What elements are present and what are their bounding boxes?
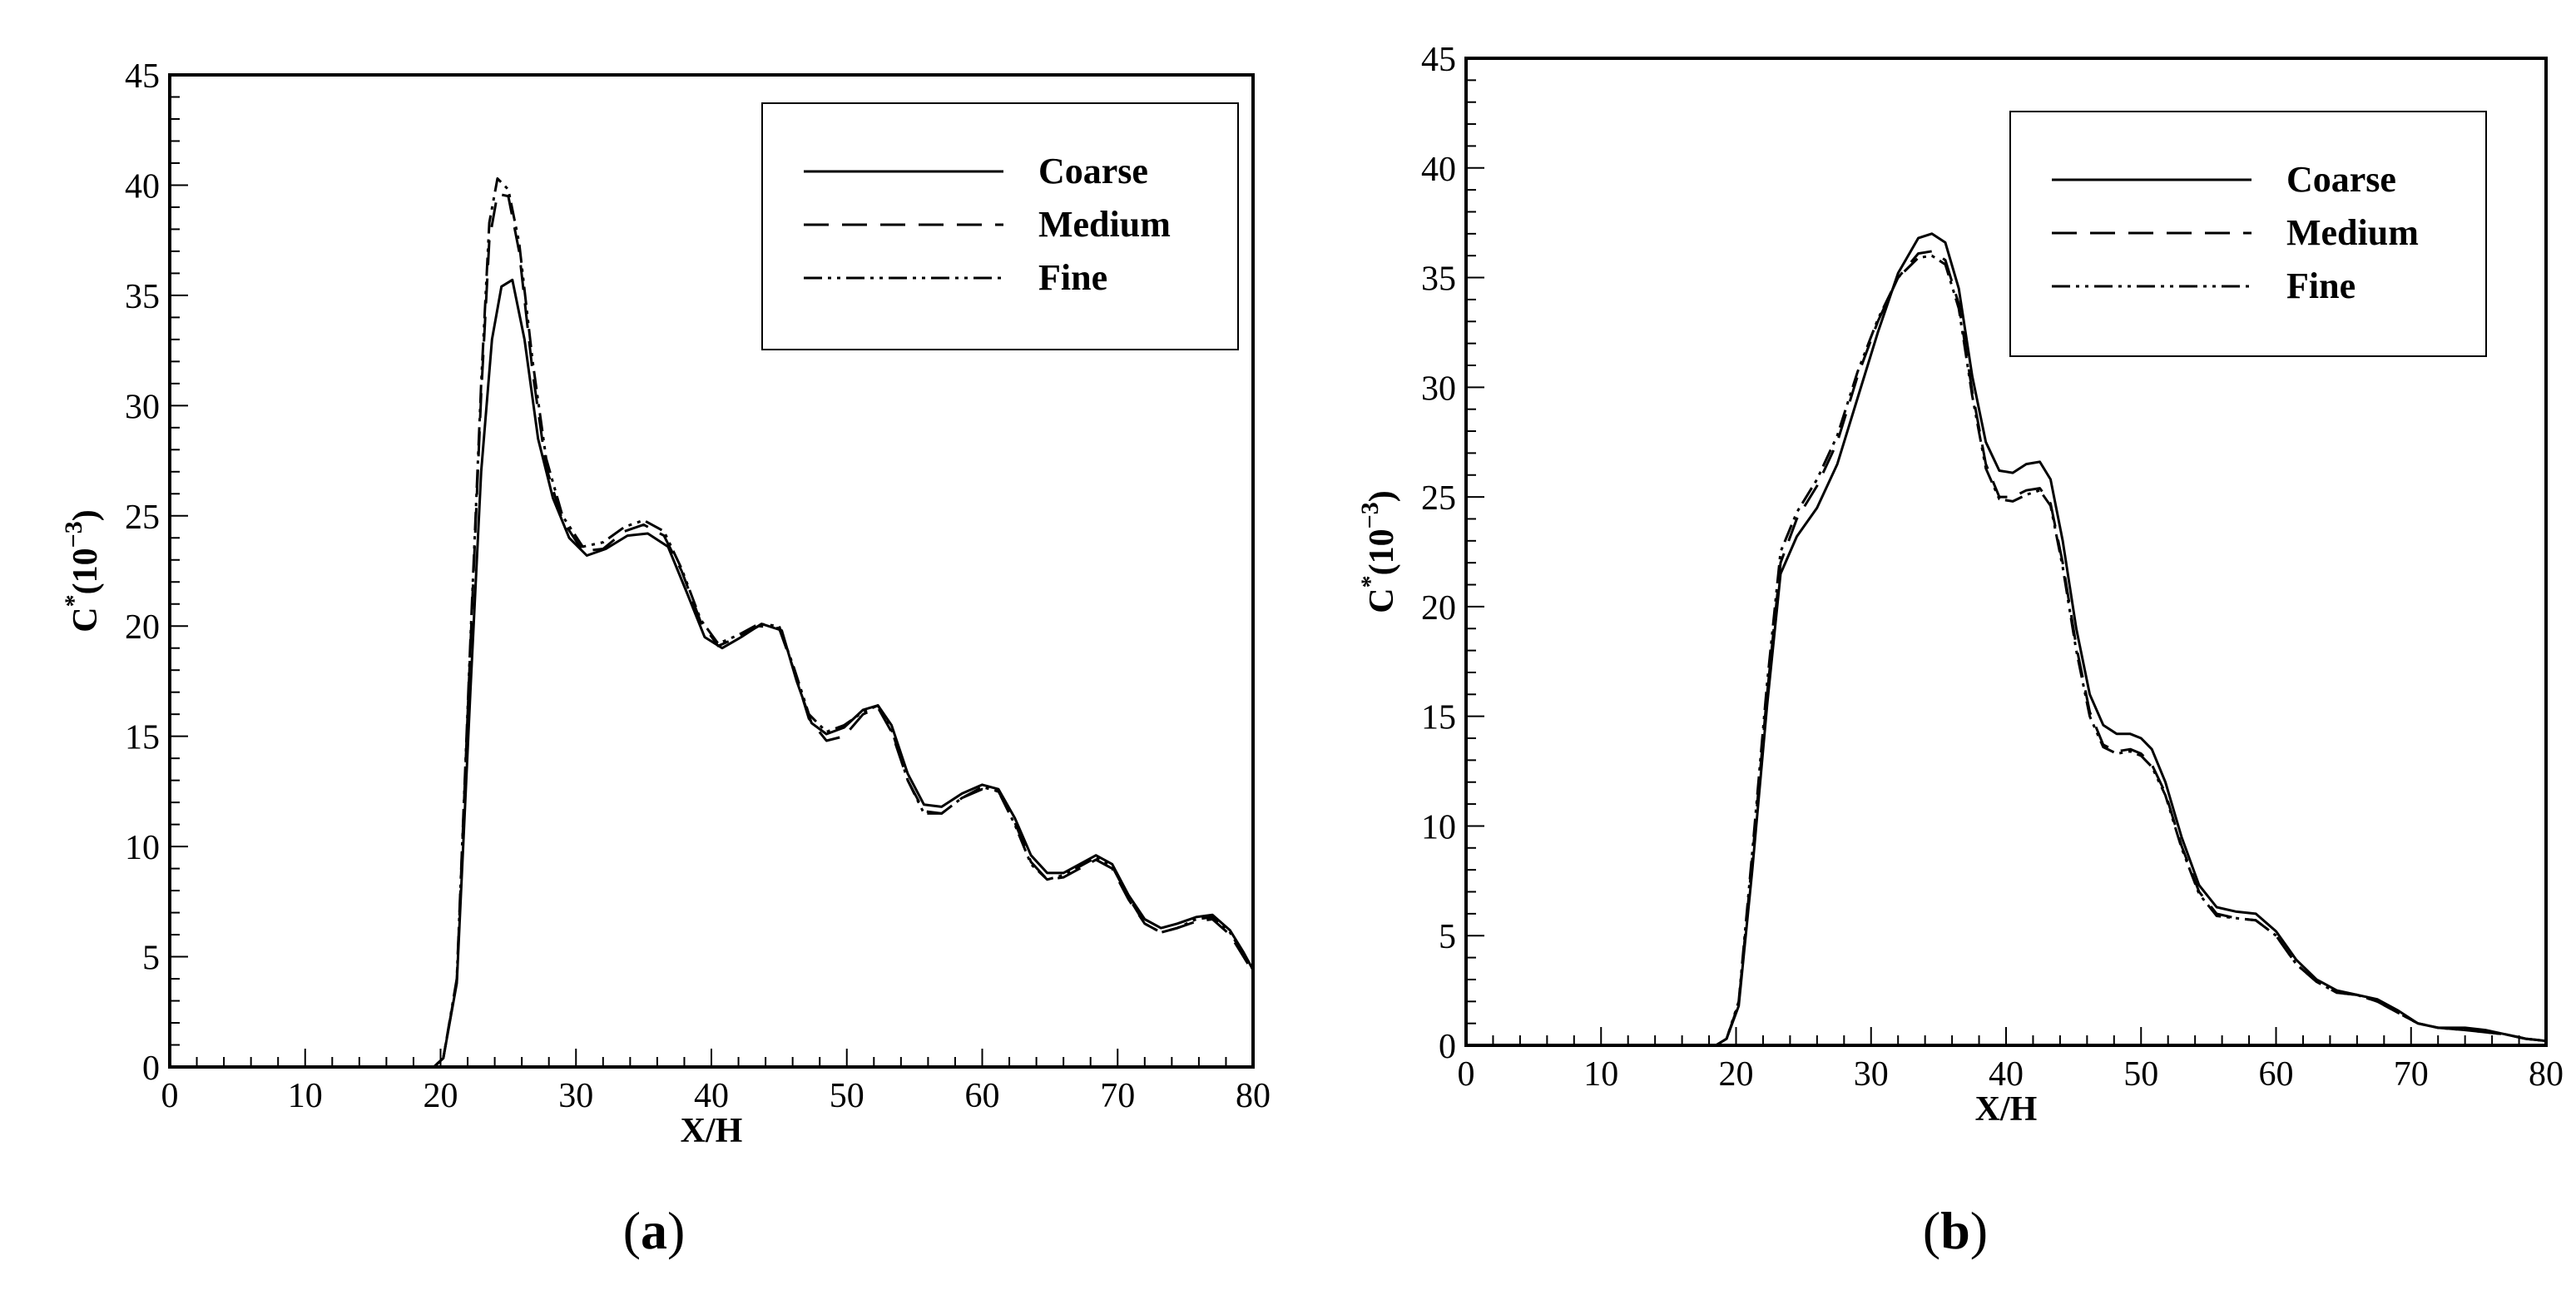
y-tick-label: 5 — [1439, 918, 1456, 956]
legend-label-fine: Fine — [2286, 265, 2356, 306]
x-tick-label: 40 — [1989, 1055, 2024, 1094]
y-label-close: ) — [1363, 490, 1401, 502]
y-tick-label: 5 — [142, 940, 160, 978]
legend-label-medium: Medium — [1038, 204, 1171, 245]
x-axis-label: X/H — [681, 1112, 743, 1150]
y-tick-label: 45 — [125, 57, 160, 96]
y-tick-label: 25 — [1421, 479, 1456, 518]
y-tick-label: 45 — [1421, 41, 1456, 79]
x-tick-label: 30 — [1854, 1055, 1889, 1094]
panel-label-close-paren: ) — [667, 1201, 685, 1260]
x-tick-label: 80 — [2529, 1055, 2564, 1094]
y-tick-label: 0 — [142, 1049, 160, 1088]
y-tick-label: 35 — [1421, 261, 1456, 299]
x-tick-label: 50 — [830, 1077, 864, 1115]
y-label-unit: (10 — [1363, 528, 1401, 575]
y-label-superscript: * — [1356, 575, 1384, 588]
x-tick-label: 60 — [965, 1077, 1000, 1115]
panel-label: (a) — [623, 1201, 686, 1260]
panel-label-letter: a — [641, 1201, 667, 1260]
legend-box — [761, 102, 1239, 350]
y-label-superscript: * — [60, 594, 87, 607]
y-tick-label: 20 — [1421, 589, 1456, 628]
x-tick-label: 70 — [2394, 1055, 2429, 1094]
series-line-medium — [1466, 250, 2547, 1047]
y-axis-label: C*(10−3) — [1356, 490, 1401, 613]
panel-label-open-paren: ( — [1923, 1201, 1940, 1260]
y-tick-label: 40 — [1421, 151, 1456, 189]
y-tick-label: 20 — [125, 608, 160, 647]
y-label-symbol: C — [1363, 588, 1401, 613]
y-tick-label: 40 — [125, 167, 160, 206]
x-tick-label: 50 — [2123, 1055, 2158, 1094]
panel-label-letter: b — [1940, 1201, 1970, 1260]
y-label-exponent: −3 — [60, 521, 87, 548]
series-line-medium — [170, 192, 1255, 1069]
x-tick-label: 20 — [424, 1077, 458, 1115]
y-tick-label: 30 — [1421, 370, 1456, 408]
y-label-symbol: C — [67, 607, 105, 632]
x-tick-label: 0 — [1458, 1055, 1475, 1094]
y-tick-label: 10 — [125, 829, 160, 867]
y-tick-label: 25 — [125, 499, 160, 537]
series-line-fine — [1466, 254, 2547, 1047]
panel-label-open-paren: ( — [623, 1201, 641, 1260]
x-tick-label: 10 — [288, 1077, 323, 1115]
y-tick-label: 30 — [125, 388, 160, 426]
chart-panel-a: 0 10 20 30 40 50 60 70 80 0 5 10 15 20 25 30 35 40 45 X/H C*… — [60, 57, 1271, 1260]
chart-panel-b: 0 10 20 30 40 50 60 70 80 0 5 10 15 20 25 30 35 40 45 X/H C*… — [1356, 41, 2564, 1260]
legend-label-medium: Medium — [2286, 212, 2419, 253]
y-axis-label: C*(10−3) — [60, 509, 105, 632]
x-tick-label: 70 — [1100, 1077, 1135, 1115]
y-tick-label: 35 — [125, 278, 160, 316]
series-line-coarse — [170, 278, 1255, 1069]
x-tick-label: 60 — [2259, 1055, 2294, 1094]
panel-label: (b) — [1923, 1201, 1988, 1260]
x-tick-label: 10 — [1583, 1055, 1618, 1094]
x-tick-label: 30 — [558, 1077, 593, 1115]
y-tick-label: 0 — [1439, 1028, 1456, 1066]
legend-label-fine: Fine — [1038, 257, 1107, 298]
series-line-fine — [170, 177, 1255, 1069]
panel-label-close-paren: ) — [1970, 1201, 1988, 1260]
legend-label-coarse: Coarse — [1038, 151, 1148, 191]
x-tick-label: 0 — [161, 1077, 179, 1115]
legend-label-coarse: Coarse — [2286, 159, 2396, 200]
x-tick-label: 80 — [1236, 1077, 1271, 1115]
y-tick-label: 15 — [125, 719, 160, 757]
x-tick-label: 40 — [694, 1077, 729, 1115]
x-tick-label: 20 — [1719, 1055, 1754, 1094]
y-label-close: ) — [67, 509, 105, 521]
y-label-unit: (10 — [67, 548, 105, 594]
y-tick-label: 15 — [1421, 699, 1456, 737]
x-axis-label: X/H — [1975, 1090, 2038, 1129]
y-tick-label: 10 — [1421, 808, 1456, 846]
y-label-exponent: −3 — [1356, 502, 1384, 528]
